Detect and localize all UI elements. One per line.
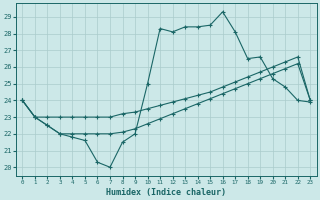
- X-axis label: Humidex (Indice chaleur): Humidex (Indice chaleur): [106, 188, 226, 197]
